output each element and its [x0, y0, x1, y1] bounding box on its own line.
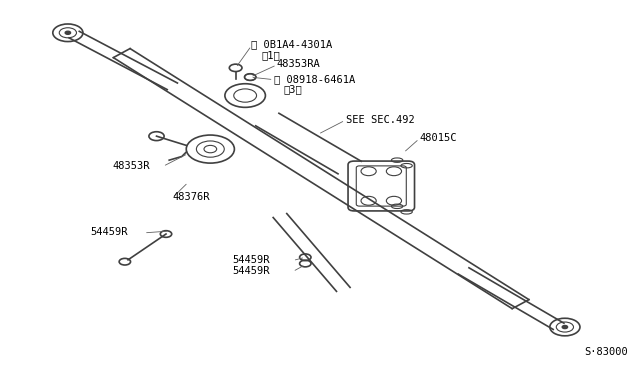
Text: （3）: （3） [283, 84, 302, 94]
Text: 48015C: 48015C [419, 133, 457, 143]
Text: 54459R: 54459R [232, 255, 270, 265]
Circle shape [65, 31, 70, 34]
Text: S·83000: S·83000 [584, 347, 628, 357]
Text: 54459R: 54459R [232, 266, 270, 276]
Text: SEE SEC.492: SEE SEC.492 [346, 115, 415, 125]
Text: （1）: （1） [261, 50, 280, 60]
Text: Ⓝ 08918-6461A: Ⓝ 08918-6461A [274, 74, 355, 84]
Text: Ⓑ 0B1A4-4301A: Ⓑ 0B1A4-4301A [252, 39, 333, 49]
Text: 48353R: 48353R [112, 161, 150, 171]
Text: 48376R: 48376R [172, 192, 210, 202]
Text: 54459R: 54459R [90, 227, 127, 237]
Circle shape [562, 326, 568, 328]
Text: 48353RA: 48353RA [277, 59, 321, 69]
